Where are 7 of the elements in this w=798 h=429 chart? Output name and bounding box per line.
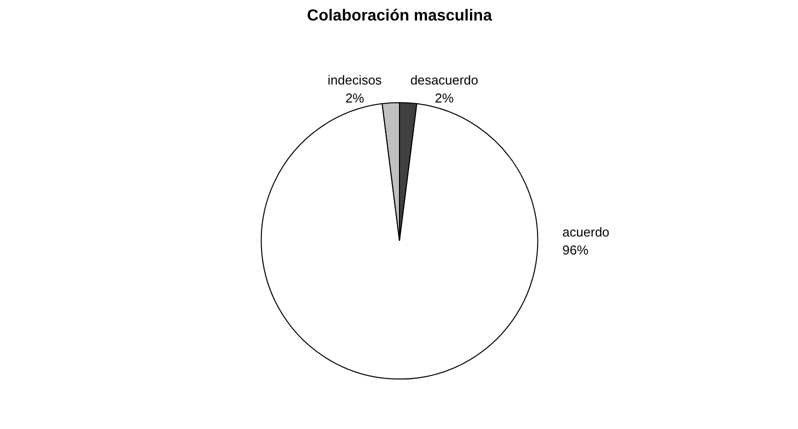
chart-title: Colaboración masculina [307,8,492,24]
slice-label: acuerdo [562,224,610,240]
data-label: 96% [562,242,589,258]
data-label: 2% [345,90,365,106]
slice-label: desacuerdo [410,72,478,88]
data-label: 2% [434,90,454,106]
slice-label: indecisos [328,72,382,88]
